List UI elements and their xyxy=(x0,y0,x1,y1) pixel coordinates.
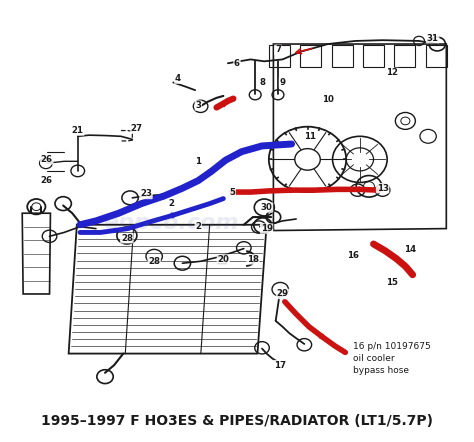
Bar xyxy=(269,45,290,67)
Text: 5: 5 xyxy=(229,187,236,197)
Text: 1995–1997 F HO3ES & PIPES/RADIATOR (LT1/5.7P): 1995–1997 F HO3ES & PIPES/RADIATOR (LT1/… xyxy=(41,414,433,428)
Bar xyxy=(332,45,353,67)
Text: 23: 23 xyxy=(140,190,152,198)
Text: 31: 31 xyxy=(427,34,438,43)
Text: 17: 17 xyxy=(274,361,286,370)
Text: 18: 18 xyxy=(247,255,259,264)
Text: 4: 4 xyxy=(175,74,181,83)
Text: 16 p/n 10197675
oil cooler
bypass hose: 16 p/n 10197675 oil cooler bypass hose xyxy=(353,342,431,375)
Text: 12: 12 xyxy=(386,69,398,77)
Text: 27: 27 xyxy=(131,124,143,133)
Text: 8: 8 xyxy=(259,78,265,87)
Text: 26: 26 xyxy=(41,155,53,164)
Text: 14: 14 xyxy=(404,245,416,254)
Bar xyxy=(394,45,415,67)
Text: 16: 16 xyxy=(347,251,359,260)
Bar xyxy=(300,45,321,67)
Bar xyxy=(363,45,384,67)
Text: 28: 28 xyxy=(148,257,160,266)
Text: 30: 30 xyxy=(261,203,273,212)
Text: 6: 6 xyxy=(234,59,240,68)
Text: 2: 2 xyxy=(168,199,174,208)
Text: eppco.com: eppco.com xyxy=(103,213,239,233)
Text: 7: 7 xyxy=(275,45,281,54)
Text: 2: 2 xyxy=(195,222,201,231)
Text: 10: 10 xyxy=(322,95,334,104)
Bar xyxy=(426,45,447,67)
Text: 11: 11 xyxy=(304,132,316,141)
Text: 15: 15 xyxy=(386,278,398,287)
Text: 28: 28 xyxy=(121,234,133,243)
Text: 1: 1 xyxy=(195,157,201,166)
Text: 21: 21 xyxy=(72,126,84,135)
Text: 19: 19 xyxy=(261,224,273,233)
Text: 13: 13 xyxy=(377,184,389,193)
Text: 26: 26 xyxy=(41,176,53,185)
Text: 29: 29 xyxy=(276,290,289,298)
Text: 3: 3 xyxy=(195,101,201,110)
Text: 20: 20 xyxy=(218,255,229,264)
Text: 9: 9 xyxy=(280,78,285,87)
